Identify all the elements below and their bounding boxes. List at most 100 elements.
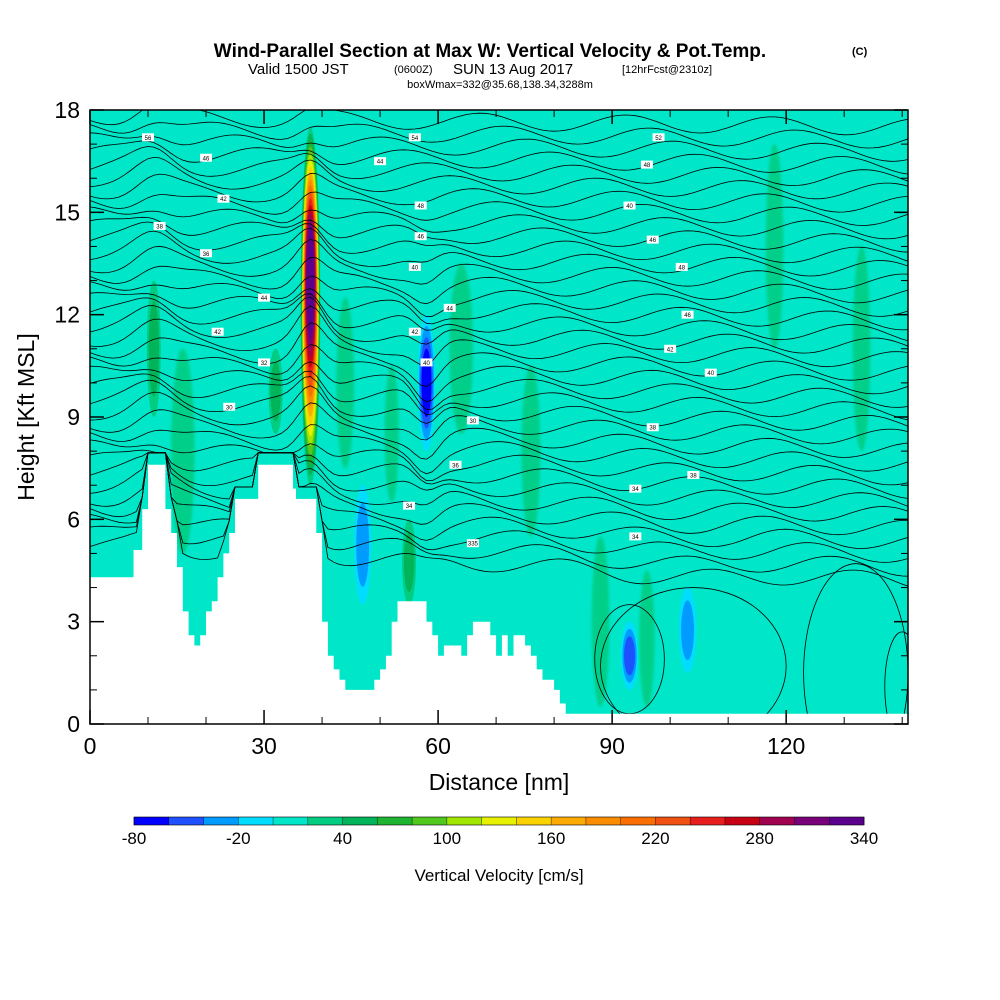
colorbar-tick-label: 340 [850,829,878,848]
theta-label-bg [623,201,636,210]
theta-contour-line [90,238,908,290]
theta-label: 42 [217,194,230,203]
colorbar-swatch [412,817,448,825]
theta-label: 40 [623,201,636,210]
y-tick-label: 9 [67,404,80,430]
colorbar-swatch [585,817,621,825]
theta-contour-line [90,216,908,253]
theta-label: 38 [687,470,700,479]
theta-label-bg [258,293,271,302]
theta-label: 44 [443,303,456,312]
colorbar-swatch [342,817,378,825]
theta-label-bg [200,153,213,162]
theta-label: 42 [211,327,224,336]
theta-label-text: 335 [468,542,479,548]
theta-label: 32 [258,358,271,367]
theta-label-bg [420,358,433,367]
colorbar-tick-label: 100 [433,829,461,848]
weak-motion-cell [449,263,473,435]
updraft-2 [402,519,417,605]
x-tick-label: 60 [425,733,451,759]
updraft-level [403,532,415,592]
valid-line: Valid 1500 JST (0600Z) SUN 13 Aug 2017 [… [248,61,712,78]
theta-label: 36 [200,249,213,258]
colorbar-tick-label: 40 [333,829,352,848]
theta-contour-line [90,439,908,486]
theta-contour-line [90,402,908,460]
y-tick-label: 6 [67,506,80,532]
theta-label-bg [403,501,416,510]
chart-title: Wind-Parallel Section at Max W: Vertical… [214,41,766,62]
theta-label-bg [153,221,166,230]
theta-contour-line [90,140,908,175]
theta-contour-line [90,110,908,136]
theta-label-bg [646,423,659,432]
theta-label-text: 40 [626,204,633,210]
theta-label-text: 32 [261,361,268,367]
x-axis-label: Distance [nm] [429,769,570,795]
theta-contour-line [90,344,908,403]
colorbar-swatch [794,817,830,825]
theta-label-text: 40 [707,371,714,377]
theta-label-text: 44 [377,160,384,166]
y-axis-label: Height [Kft MSL] [13,333,39,500]
theta-label: 56 [142,133,155,142]
colorbar-label: Vertical Velocity [cm/s] [414,866,583,885]
theta-label-text: 36 [452,463,459,469]
theta-label: 38 [646,423,659,432]
theta-contour-line [90,221,908,264]
title-suffix: (C) [852,46,868,58]
colorbar-swatch [273,817,309,825]
theta-contour-line [90,361,908,411]
colorbar-tick-label: 160 [537,829,565,848]
valid-utc: (0600Z) [394,64,433,76]
colorbar-swatch [620,817,656,825]
theta-contour-line [90,146,908,187]
downdraft-7 [678,587,697,673]
theta-label-text: 46 [649,238,656,244]
theta-contour-line [90,132,908,162]
theta-labels: 56 54 52 46 44 48 42 48 40 38 46 46 36 40 48 44 44 46 42 42… [142,133,717,548]
theta-contour-line [90,452,908,536]
theta-contour-line [90,452,908,563]
downdraft-level [356,503,370,587]
terrain [90,464,908,724]
weak-motion-bands [95,144,871,707]
theta-label-text: 54 [412,136,419,142]
theta-label: 38 [153,221,166,230]
theta-label-bg [704,368,717,377]
theta-label-text: 34 [632,535,639,541]
theta-label-text: 52 [655,136,662,142]
theta-label-bg [466,416,479,425]
theta-label: 46 [681,310,694,319]
theta-label-bg [652,133,665,142]
theta-label-bg [640,160,653,169]
theta-label-text: 48 [678,265,685,271]
theta-label: 48 [675,262,688,271]
theta-label: 40 [704,368,717,377]
colorbar-swatch [655,817,691,825]
updraft-level [270,361,281,422]
theta-label-bg [687,470,700,479]
downdraft-level [681,600,694,661]
weak-motion-cell [384,365,399,503]
theta-contour-line [90,275,908,318]
forecast-info: [12hrFcst@2310z] [622,64,712,76]
x-tick-label: 30 [251,733,277,759]
colorbar-swatch [516,817,552,825]
colorbar-swatch [377,817,413,825]
theta-label-bg [629,532,642,541]
weak-motion-cell [813,434,829,605]
theta-contour-line [90,424,908,475]
weak-motion-cell [765,144,784,349]
y-tick-label: 18 [54,97,80,123]
theta-label-text: 56 [145,136,152,142]
theta-label: 40 [408,262,421,271]
updraft-1 [146,280,161,417]
theta-contour-line [90,449,908,499]
theta-contour-line [90,322,908,387]
updraft-level [148,301,159,397]
theta-label-bg [200,249,213,258]
